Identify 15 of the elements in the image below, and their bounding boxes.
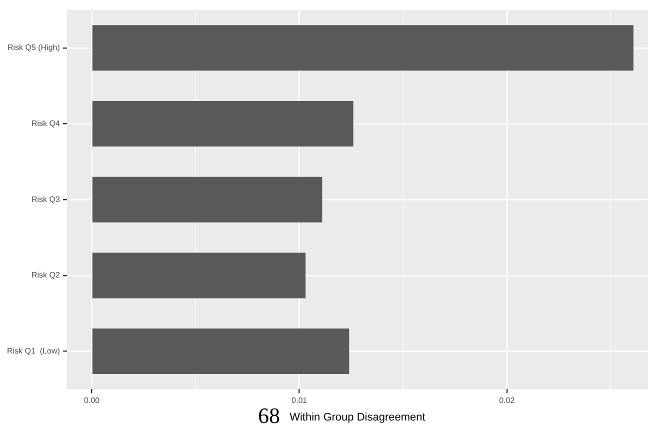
- bar: [92, 252, 306, 298]
- text: 68: [258, 402, 280, 428]
- x-axis-title: Within Group Disagreement: [290, 411, 426, 424]
- y-tick-label: Risk Q5 (High): [7, 43, 60, 52]
- bar: [92, 328, 350, 374]
- y-tick-label: Risk Q4: [31, 118, 60, 128]
- y-tick-label: Risk Q1 (Low): [6, 346, 60, 356]
- x-tick-label: 0.01: [292, 396, 308, 406]
- y-tick-label: Risk Q3: [31, 194, 60, 204]
- x-tick-label: 0.00: [84, 396, 100, 406]
- bar: [92, 101, 354, 147]
- y-tick-label: Risk Q2: [31, 270, 60, 280]
- x-tick-label: 0.02: [499, 396, 516, 406]
- bar: [92, 25, 634, 71]
- bar: [92, 176, 322, 222]
